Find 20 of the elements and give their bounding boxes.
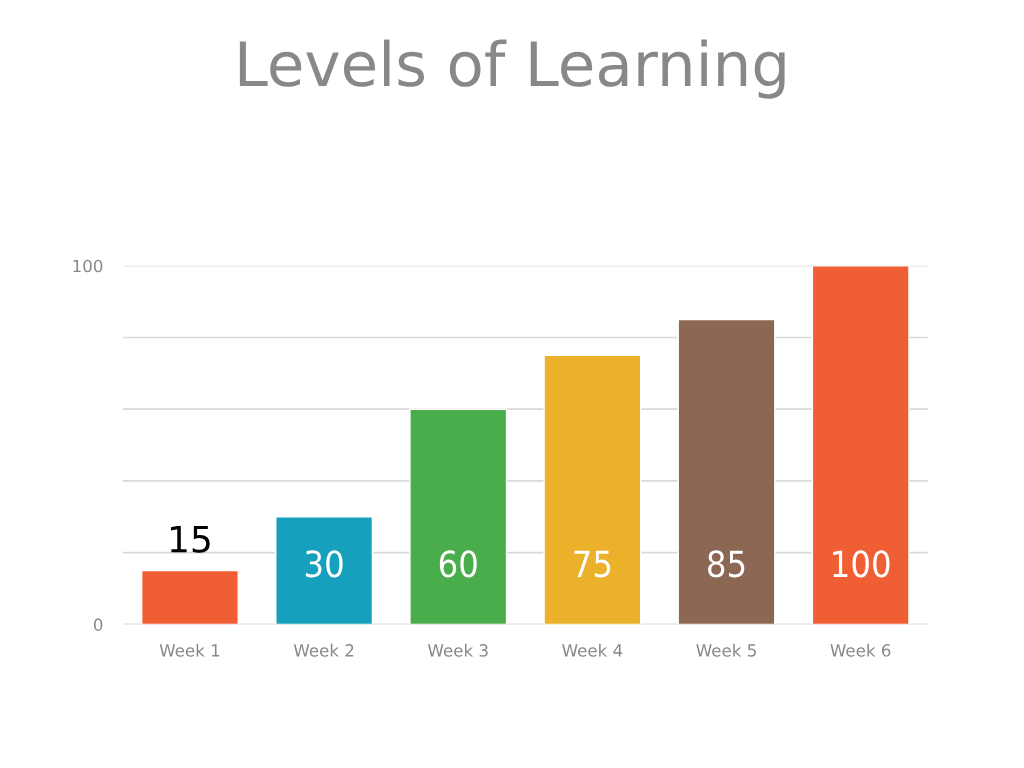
bar	[677, 318, 776, 625]
data-label: 100	[833, 550, 890, 578]
x-tick-label: Week 3	[428, 643, 488, 657]
bar	[409, 408, 508, 625]
data-label: 60	[439, 550, 477, 578]
x-tick-label: Week 2	[293, 643, 354, 657]
bar	[543, 354, 642, 625]
data-label: 75	[574, 550, 611, 578]
x-tick-label: Week 5	[696, 643, 756, 657]
data-label: 15	[170, 525, 210, 553]
y-tick-label: 0	[93, 618, 103, 631]
x-tick-label: Week 4	[562, 643, 623, 657]
x-tick-label: Week 1	[159, 643, 220, 657]
data-label: 30	[305, 550, 343, 578]
bar	[275, 516, 374, 625]
chart-title: Levels of Learning	[239, 39, 785, 99]
bar	[811, 265, 910, 625]
bar	[140, 569, 239, 625]
x-tick-label: Week 6	[830, 643, 891, 657]
data-label: 85	[708, 550, 745, 578]
